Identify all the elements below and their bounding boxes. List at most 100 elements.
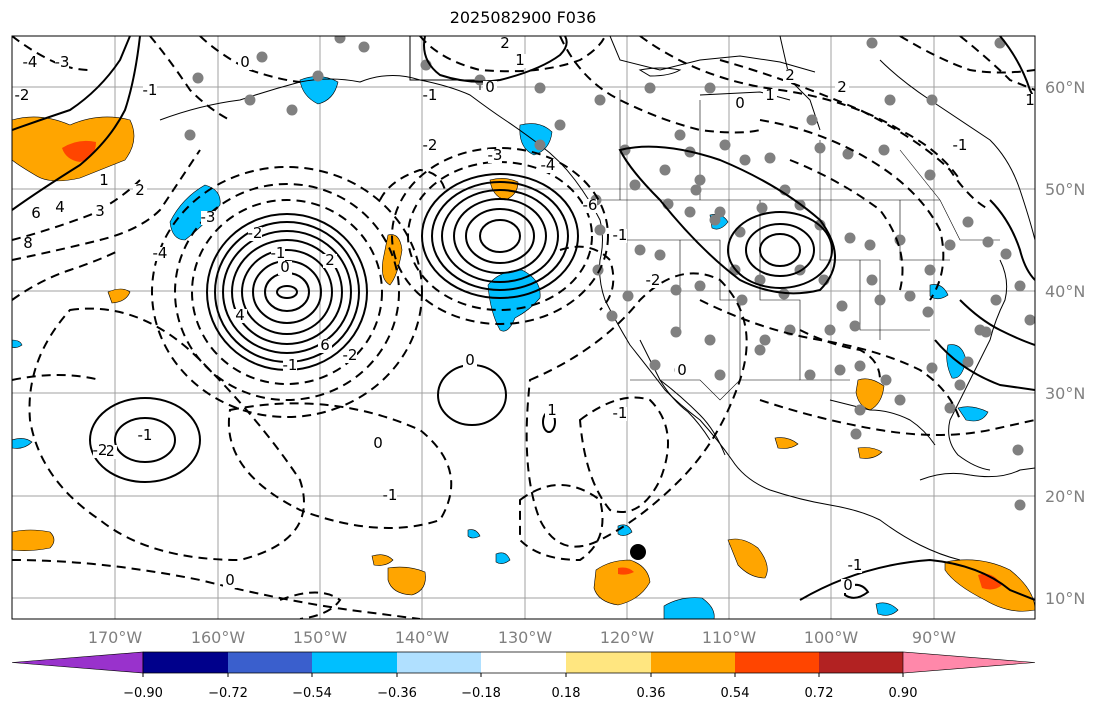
station-dot	[694, 280, 706, 292]
latitude-label: 30°N	[1045, 384, 1085, 403]
station-dot	[670, 284, 682, 296]
contour-label: 4	[235, 306, 245, 324]
station-dot	[670, 326, 682, 338]
map-frame	[11, 35, 1036, 620]
contour-label: -1	[613, 404, 628, 422]
station-dot	[854, 404, 866, 416]
station-dot	[878, 144, 890, 156]
contour-label: 0	[280, 258, 290, 276]
colorbar-extend-high	[902, 651, 1036, 674]
station-dot	[962, 216, 974, 228]
station-dot	[1024, 314, 1035, 326]
contour-label: -3	[201, 208, 216, 226]
station-dot	[1014, 499, 1026, 511]
longitude-label: 100°W	[804, 628, 859, 647]
station-dot	[982, 236, 994, 248]
contour-label: 2	[325, 251, 335, 269]
contour-label: 2	[500, 34, 510, 52]
station-dot	[594, 94, 606, 106]
contour-label: 6	[320, 336, 330, 354]
station-dot	[884, 94, 896, 106]
longitude-label: 120°W	[600, 628, 655, 647]
colorbar-segment	[735, 652, 819, 673]
station-dot	[834, 364, 846, 376]
observation-stations	[184, 36, 1035, 511]
contour-label: -2	[248, 224, 263, 242]
station-dot	[1012, 444, 1024, 456]
station-dot	[836, 300, 848, 312]
contour-label: -1	[143, 81, 158, 99]
station-dot	[594, 224, 606, 236]
longitude-labels: 170°W 160°W 150°W 140°W 130°W 120°W 110°W 100°W…	[88, 628, 956, 647]
station-dot	[756, 202, 768, 214]
longitude-label: 170°W	[88, 628, 143, 647]
contour-label: 6	[31, 204, 41, 222]
contour-label: 2	[785, 66, 795, 84]
longitude-label: 90°W	[912, 628, 956, 647]
colorbar-segment	[481, 652, 566, 673]
station-dot	[654, 249, 666, 261]
contour-label: 1	[547, 401, 557, 419]
contour-label: -1	[271, 244, 286, 262]
contour-label: 1	[765, 86, 775, 104]
station-dot	[842, 148, 854, 160]
storm-center-marker	[630, 544, 646, 560]
contour-label: 0	[240, 53, 250, 71]
contour-label: -1	[283, 356, 298, 374]
station-dot	[286, 104, 298, 116]
contour-label: 1	[515, 51, 525, 69]
longitude-label: 140°W	[395, 628, 450, 647]
station-dot	[534, 82, 546, 94]
contour-label: -4	[541, 156, 556, 174]
colorbar-segment	[651, 652, 735, 673]
contour-label: 1	[1025, 91, 1035, 109]
contour-label: 2	[105, 442, 115, 460]
colorbar: −0.90 −0.72 −0.54 −0.36 −0.18 0.18 0.36 0.54 0.7…	[11, 651, 1036, 701]
station-dot	[926, 362, 938, 374]
station-dot	[644, 82, 656, 94]
colorbar-segment	[312, 652, 397, 673]
colorbar-segment	[143, 652, 228, 673]
contour-label: 8	[23, 234, 33, 252]
station-dot	[312, 70, 324, 82]
contour-label: -3	[488, 146, 503, 164]
station-dot	[659, 164, 671, 176]
contour-label: -2	[93, 441, 108, 459]
station-dot	[850, 428, 862, 440]
station-dot	[778, 288, 790, 300]
station-dot	[954, 379, 966, 391]
station-dot	[864, 239, 876, 251]
contour-label: 2	[135, 181, 145, 199]
station-dot	[704, 82, 716, 94]
contour-label: 1	[99, 171, 109, 189]
contour-label: -1	[423, 86, 438, 104]
station-dot	[866, 37, 878, 49]
station-dot	[736, 294, 748, 306]
station-dot	[674, 129, 686, 141]
station-dot	[944, 239, 956, 251]
station-dot	[192, 72, 204, 84]
station-dot	[714, 206, 726, 218]
station-dot	[719, 139, 731, 151]
longitude-label: 160°W	[191, 628, 246, 647]
colorbar-tick-label: −0.54	[292, 686, 332, 701]
station-dot	[874, 294, 886, 306]
contour-label: -1	[138, 426, 153, 444]
map-title: 2025082900 F036	[449, 8, 597, 27]
station-dot	[1000, 248, 1012, 260]
station-dot	[844, 232, 856, 244]
station-dot	[634, 244, 646, 256]
station-dot	[358, 41, 370, 53]
contour-label: -1	[383, 486, 398, 504]
latitude-label: 60°N	[1045, 78, 1085, 97]
latitude-labels: 60°N 50°N 40°N 30°N 20°N 10°N	[1045, 78, 1085, 608]
contour-label: -4	[23, 53, 38, 71]
latitude-label: 40°N	[1045, 282, 1085, 301]
station-dot	[866, 274, 878, 286]
station-dot	[922, 306, 934, 318]
contour-label: 0	[225, 571, 235, 589]
station-dot	[622, 290, 634, 302]
station-dot	[629, 179, 641, 191]
station-dot	[474, 74, 486, 86]
station-dot	[854, 360, 866, 372]
